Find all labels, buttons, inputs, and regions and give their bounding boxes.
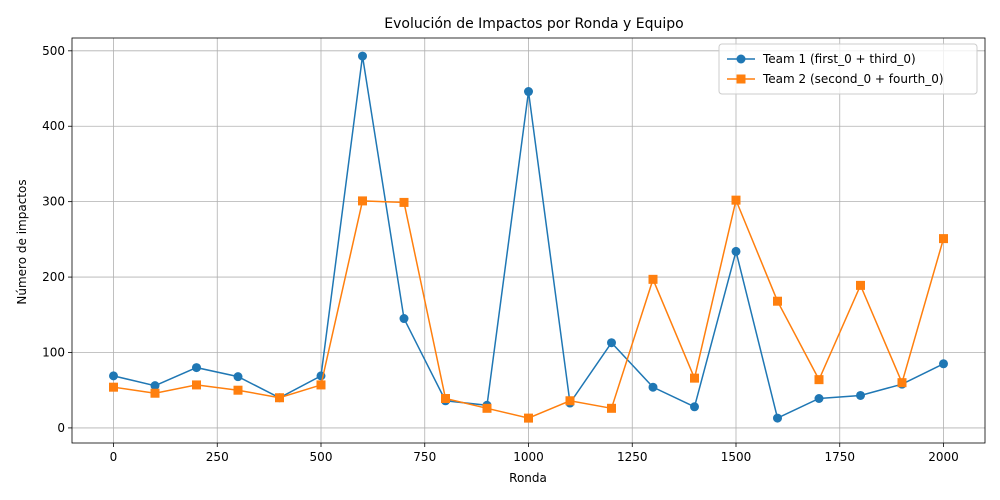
x-tick-label: 1500: [721, 450, 752, 464]
x-axis-label: Ronda: [509, 471, 547, 485]
x-tick-label: 500: [310, 450, 333, 464]
series-2-point: [814, 375, 824, 385]
series-2-point: [192, 380, 201, 390]
series-1-point: [524, 87, 533, 97]
series-1-point: [690, 402, 699, 412]
y-tick-label: 100: [42, 345, 65, 359]
series-1-point: [731, 246, 741, 256]
legend-marker-2: [736, 74, 746, 84]
series-2-point: [275, 393, 284, 403]
series-1-point: [648, 382, 658, 392]
series-2-point: [399, 197, 409, 207]
series-2-point: [897, 378, 907, 388]
series-2-point: [648, 274, 658, 284]
series-2-point: [607, 403, 616, 413]
series-2-point: [856, 280, 865, 290]
x-tick-label: 250: [206, 450, 229, 464]
series-2-point: [690, 373, 699, 383]
series-2-point: [731, 195, 741, 205]
x-tick-label: 2000: [928, 450, 959, 464]
series-2-point: [109, 382, 118, 392]
y-tick-label: 0: [57, 421, 65, 435]
series-1-point: [607, 338, 616, 348]
ticks: 0 250 500 750 1000 1250 1500 1750 2000 0 100 200 300…: [42, 44, 959, 464]
x-tick-label: 1000: [513, 450, 544, 464]
x-tick-label: 1250: [617, 450, 648, 464]
series-2-point: [233, 385, 243, 395]
y-axis-label: Número de impactos: [15, 179, 29, 304]
series-1-point: [939, 359, 948, 369]
series-2-point: [565, 396, 575, 406]
legend-label-2: Team 2 (second_0 + fourth_0): [762, 72, 944, 86]
grid: [72, 38, 985, 443]
series-2: [109, 195, 948, 423]
y-tick-label: 500: [42, 44, 65, 58]
series-2-point: [358, 196, 367, 206]
y-tick-label: 300: [42, 195, 65, 209]
series-1-point: [399, 314, 409, 324]
x-tick-label: 1750: [824, 450, 855, 464]
series-2-point: [524, 413, 533, 423]
series-2-point: [482, 403, 492, 413]
legend: Team 1 (first_0 + third_0) Team 2 (second…: [718, 43, 978, 95]
y-tick-label: 400: [42, 119, 65, 133]
series-1-point: [814, 394, 824, 404]
series-1-point: [856, 390, 865, 400]
series-2-point: [441, 394, 450, 404]
series-1-point: [109, 371, 118, 381]
series-1-point: [358, 51, 367, 61]
x-tick-label: 0: [110, 450, 118, 464]
series-2-point: [773, 296, 782, 306]
series-1-point: [773, 413, 782, 423]
series-1-point: [233, 372, 243, 382]
series-2-point: [316, 380, 326, 390]
series-2-point: [150, 388, 160, 398]
y-tick-label: 200: [42, 270, 65, 284]
legend-label-1: Team 1 (first_0 + third_0): [762, 52, 916, 66]
series-layer: [109, 51, 948, 423]
x-tick-label: 750: [413, 450, 436, 464]
series-1-point: [150, 381, 160, 391]
legend-box: [718, 43, 978, 95]
series-2-point: [939, 234, 948, 244]
chart-title: Evolución de Impactos por Ronda y Equipo: [384, 16, 683, 32]
legend-marker-1: [736, 54, 746, 64]
series-1-point: [192, 363, 201, 373]
